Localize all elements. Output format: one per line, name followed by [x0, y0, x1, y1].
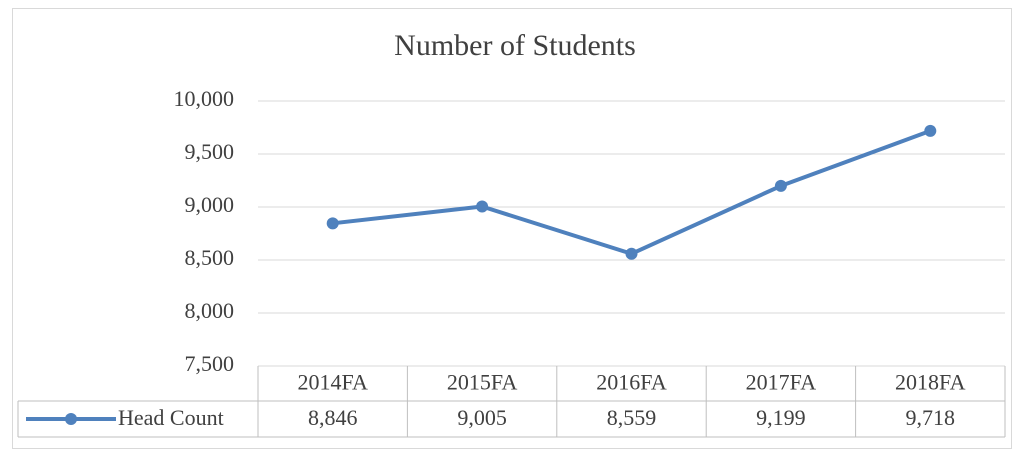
marker	[625, 247, 638, 260]
legend-label: Head Count	[118, 405, 224, 430]
marker	[326, 217, 339, 230]
x-tick-label: 2016FA	[596, 370, 667, 395]
x-tick-label: 2017FA	[746, 370, 817, 395]
x-tick-label: 2018FA	[895, 370, 966, 395]
y-tick-label: 10,000	[174, 86, 235, 111]
x-tick-label: 2015FA	[447, 370, 518, 395]
x-tick-label: 2014FA	[297, 370, 368, 395]
table-value: 9,199	[756, 405, 806, 430]
y-tick-label: 9,500	[185, 139, 235, 164]
table-value: 8,559	[607, 405, 657, 430]
table-value: 9,005	[457, 405, 507, 430]
legend-marker	[65, 413, 77, 425]
marker	[924, 124, 937, 137]
chart-border	[12, 8, 1012, 449]
y-tick-label: 7,500	[185, 351, 235, 376]
marker	[774, 179, 787, 192]
table-value: 9,718	[906, 405, 956, 430]
y-tick-label: 8,500	[185, 245, 235, 270]
table-value: 8,846	[308, 405, 358, 430]
y-tick-label: 9,000	[185, 192, 235, 217]
y-tick-label: 8,000	[185, 298, 235, 323]
marker	[476, 200, 489, 213]
chart-title: Number of Students	[394, 29, 636, 62]
